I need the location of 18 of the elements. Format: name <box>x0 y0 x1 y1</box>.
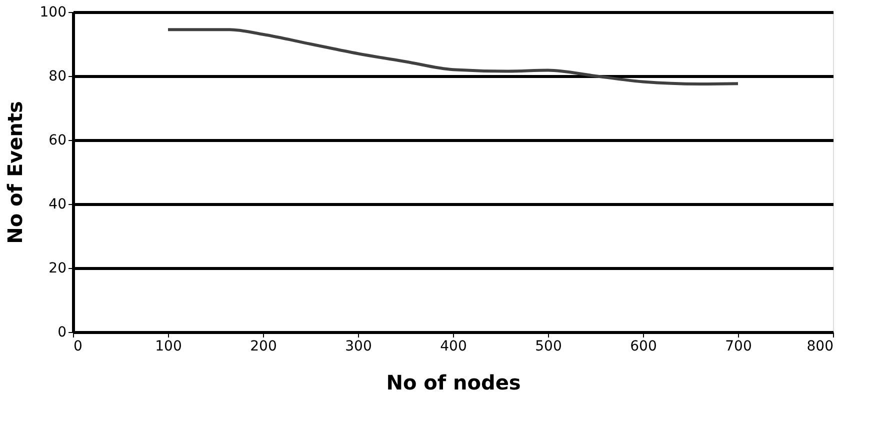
x-tick-label: 600 <box>630 338 657 354</box>
x-tick-label: 700 <box>725 338 752 354</box>
y-tick-label: 20 <box>48 260 66 276</box>
x-axis-title: No of nodes <box>386 370 521 394</box>
y-tick-label: 0 <box>58 324 66 340</box>
y-axis-title: No of Events <box>2 101 27 244</box>
x-tick-label: 400 <box>440 338 467 354</box>
x-tick-label: 800 <box>806 338 834 354</box>
x-tick-label: 300 <box>345 338 372 354</box>
x-tick-label: 0 <box>74 338 82 354</box>
y-tick-label: 40 <box>48 196 66 212</box>
y-tick-label: 60 <box>48 132 66 148</box>
line-series <box>166 28 740 86</box>
x-tick-label: 500 <box>535 338 562 354</box>
y-tick-label: 100 <box>40 4 66 20</box>
x-tick-label: 200 <box>250 338 277 354</box>
x-tick-label: 100 <box>155 338 182 354</box>
y-tick-label: 80 <box>48 68 66 84</box>
